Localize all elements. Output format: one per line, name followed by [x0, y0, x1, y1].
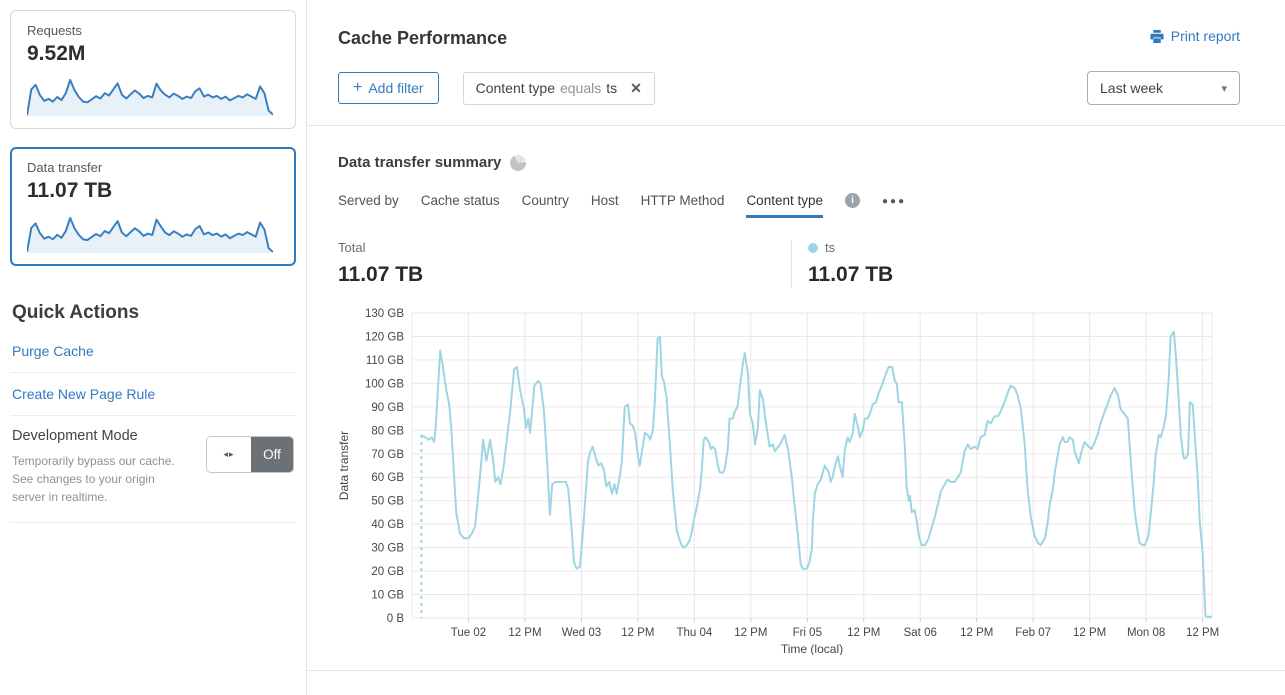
svg-text:110 GB: 110 GB	[366, 355, 404, 367]
tab-served-by[interactable]: Served by	[338, 193, 399, 208]
svg-text:12 PM: 12 PM	[621, 627, 654, 639]
toggle-arrows-icon: ◂▸	[207, 437, 251, 472]
svg-text:50 GB: 50 GB	[371, 496, 404, 508]
info-icon[interactable]: i	[845, 193, 860, 208]
development-mode-toggle[interactable]: ◂▸ Off	[206, 436, 294, 473]
svg-text:12 PM: 12 PM	[847, 627, 880, 639]
toggle-state-label: Off	[251, 437, 293, 472]
header-divider	[307, 125, 1285, 126]
data-transfer-card-value: 11.07 TB	[27, 179, 113, 202]
filter-row: + Add filter Content type equals ts ✕ La…	[338, 71, 1240, 105]
svg-text:Data transfer: Data transfer	[337, 431, 351, 500]
bottom-divider	[307, 670, 1285, 671]
svg-text:Fri 05: Fri 05	[793, 627, 822, 639]
svg-text:70 GB: 70 GB	[371, 449, 404, 461]
svg-text:Sat 06: Sat 06	[904, 627, 937, 639]
svg-text:12 PM: 12 PM	[508, 627, 541, 639]
create-page-rule-link[interactable]: Create New Page Rule	[10, 373, 296, 416]
time-range-select[interactable]: Last week ▾	[1087, 71, 1240, 105]
svg-text:12 PM: 12 PM	[1186, 627, 1219, 639]
chart-container: 0 B 10 GB 20 GB 30 GB 40 GB 50 GB 60 GB 70 GB 80…	[332, 303, 1240, 660]
requests-card-label: Requests	[27, 23, 82, 38]
add-filter-label: Add filter	[368, 80, 424, 96]
svg-text:20 GB: 20 GB	[371, 566, 404, 578]
summary-title-row: Data transfer summary	[338, 154, 1240, 171]
plus-icon: +	[353, 79, 363, 96]
svg-text:90 GB: 90 GB	[371, 402, 404, 414]
svg-text:Tue 02: Tue 02	[451, 627, 486, 639]
chart-svg: 0 B 10 GB 20 GB 30 GB 40 GB 50 GB 60 GB 70 GB 80…	[337, 308, 1219, 656]
filter-chip-field: Content type	[475, 80, 555, 96]
data-transfer-card-label: Data transfer	[27, 160, 103, 175]
filter-chip-operator: equals	[559, 80, 602, 96]
filter-chip-close-icon[interactable]: ✕	[630, 79, 642, 96]
series-stat: ts 11.07 TB	[791, 240, 893, 287]
summary-tabs: Served by Cache status Country Host HTTP Met…	[338, 193, 1240, 218]
summary-title: Data transfer summary	[338, 154, 502, 171]
svg-text:120 GB: 120 GB	[365, 331, 404, 343]
series-value: 11.07 TB	[808, 263, 894, 286]
printer-icon	[1150, 29, 1164, 43]
quick-actions-title: Quick Actions	[12, 302, 140, 323]
series-legend-dot-icon	[808, 242, 818, 253]
development-mode-description: Temporarily bypass our cache. See change…	[12, 454, 175, 504]
svg-text:Mon 08: Mon 08	[1127, 627, 1165, 639]
tab-http-method[interactable]: HTTP Method	[640, 193, 725, 208]
svg-text:80 GB: 80 GB	[371, 425, 404, 437]
svg-text:60 GB: 60 GB	[371, 472, 404, 484]
svg-text:12 PM: 12 PM	[1073, 627, 1106, 639]
tab-content-type[interactable]: Content type	[746, 193, 823, 218]
tab-cache-status[interactable]: Cache status	[420, 193, 500, 208]
sidebar: Requests 9.52M Data transfer 11.07 TB Qu…	[0, 0, 306, 695]
main-header: Cache Performance Print report	[338, 0, 1240, 49]
svg-text:10 GB: 10 GB	[371, 590, 404, 602]
svg-text:0 B: 0 B	[387, 613, 405, 625]
data-transfer-card[interactable]: Data transfer 11.07 TB	[10, 147, 296, 266]
more-tabs-ellipsis-icon[interactable]: ●●●	[882, 196, 907, 207]
pie-chart-icon	[510, 154, 527, 171]
chevron-down-icon: ▾	[1221, 82, 1227, 95]
svg-text:130 GB: 130 GB	[365, 308, 404, 320]
time-range-value: Last week	[1100, 80, 1164, 96]
requests-card[interactable]: Requests 9.52M	[10, 10, 296, 129]
total-stat: Total 11.07 TB	[338, 240, 791, 287]
svg-text:Thu 04: Thu 04	[676, 627, 712, 639]
purge-cache-link[interactable]: Purge Cache	[10, 330, 296, 373]
print-report-label: Print report	[1170, 28, 1240, 44]
data-transfer-sparkline-chart	[27, 217, 273, 253]
filter-chip-value: ts	[606, 80, 618, 96]
svg-text:Time (local): Time (local)	[781, 642, 843, 655]
series-label: ts	[825, 240, 836, 255]
total-value: 11.07 TB	[338, 263, 424, 286]
filter-chip: Content type equals ts ✕	[462, 71, 655, 105]
svg-text:30 GB: 30 GB	[371, 543, 404, 555]
svg-text:40 GB: 40 GB	[371, 519, 404, 531]
stats-row: Total 11.07 TB ts 11.07 TB	[338, 240, 1240, 287]
svg-text:12 PM: 12 PM	[960, 627, 993, 639]
svg-text:12 PM: 12 PM	[734, 627, 767, 639]
add-filter-button[interactable]: + Add filter	[338, 72, 439, 104]
svg-text:100 GB: 100 GB	[365, 378, 404, 390]
series-legend: ts	[808, 240, 893, 255]
development-mode-text: Development Mode Temporarily bypass our …	[12, 428, 190, 506]
requests-sparkline-chart	[27, 78, 273, 116]
development-mode-section: Development Mode Temporarily bypass our …	[10, 416, 296, 523]
tab-country[interactable]: Country	[521, 193, 569, 208]
total-label: Total	[338, 240, 366, 255]
development-mode-title: Development Mode	[12, 428, 138, 444]
print-report-button[interactable]: Print report	[1149, 28, 1240, 44]
requests-card-value: 9.52M	[27, 42, 86, 65]
page-title: Cache Performance	[338, 28, 508, 48]
svg-text:Wed 03: Wed 03	[562, 627, 601, 639]
tab-host[interactable]: Host	[590, 193, 619, 208]
main-panel: Cache Performance Print report + Add fil…	[306, 0, 1285, 695]
svg-text:Feb 07: Feb 07	[1015, 627, 1051, 639]
